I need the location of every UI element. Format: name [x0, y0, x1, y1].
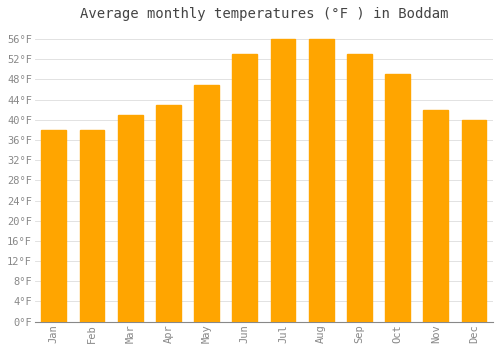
Bar	[118, 115, 142, 322]
Bar	[238, 54, 252, 322]
Bar	[162, 105, 175, 322]
Bar	[390, 75, 404, 322]
Bar	[347, 54, 372, 322]
Bar	[467, 120, 481, 322]
Bar	[424, 110, 448, 322]
Bar	[42, 130, 66, 322]
Bar	[270, 39, 295, 322]
Bar	[194, 84, 219, 322]
Bar	[385, 75, 410, 322]
Title: Average monthly temperatures (°F ) in Boddam: Average monthly temperatures (°F ) in Bo…	[80, 7, 448, 21]
Bar	[85, 130, 99, 322]
Bar	[80, 130, 104, 322]
Bar	[232, 54, 257, 322]
Bar	[314, 39, 328, 322]
Bar	[156, 105, 181, 322]
Bar	[309, 39, 334, 322]
Bar	[429, 110, 442, 322]
Bar	[276, 39, 290, 322]
Bar	[47, 130, 60, 322]
Bar	[200, 84, 213, 322]
Bar	[352, 54, 366, 322]
Bar	[462, 120, 486, 322]
Bar	[124, 115, 137, 322]
